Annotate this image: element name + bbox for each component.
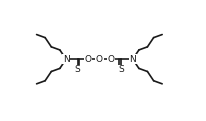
Text: O: O bbox=[96, 55, 103, 64]
Text: S: S bbox=[75, 65, 81, 74]
Text: N: N bbox=[129, 55, 136, 64]
Text: N: N bbox=[63, 55, 69, 64]
Text: O: O bbox=[108, 55, 115, 64]
Text: S: S bbox=[118, 65, 124, 74]
Text: O: O bbox=[84, 55, 91, 64]
